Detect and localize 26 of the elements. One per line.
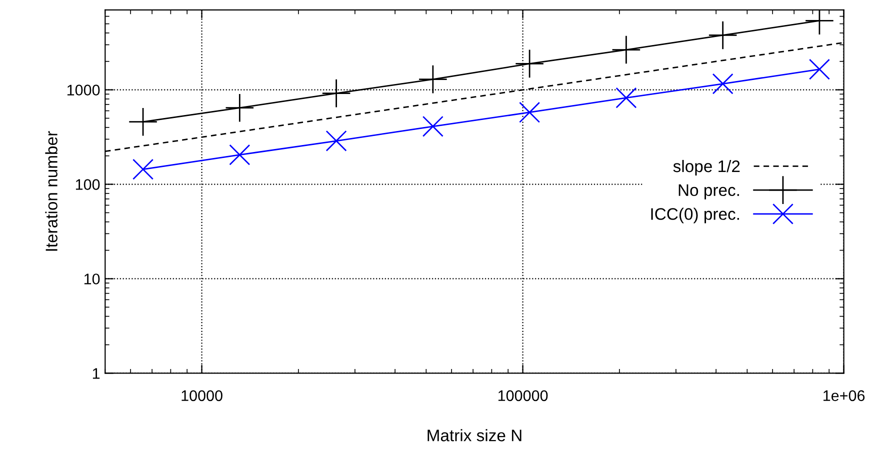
point (132, 158, 154, 180)
legend-label: ICC(0) prec. (651, 208, 739, 224)
point (519, 102, 540, 123)
point (229, 144, 250, 166)
x-tick-label: 10000 (182, 390, 222, 402)
y-tick-label: 100 (76, 179, 100, 190)
y-tick-label: 1000 (67, 84, 100, 96)
point (225, 93, 254, 122)
point (422, 116, 444, 137)
y-tick-label: 1 (92, 368, 100, 379)
y-tick-label: 10 (84, 274, 100, 284)
x-tick-label: 1e+06 (824, 390, 865, 402)
point (808, 58, 830, 80)
y-axis-title: Iteration number (45, 131, 58, 251)
point (616, 87, 637, 108)
point (322, 78, 351, 108)
legend-label: slope 1/2 (673, 160, 740, 176)
x-tick-label: 100000 (498, 390, 548, 402)
point (514, 49, 544, 78)
x-axis-title: Matrix size N (428, 429, 522, 442)
point (612, 35, 641, 64)
point (418, 64, 448, 94)
point (326, 130, 347, 152)
legend-label: No prec. (678, 184, 739, 200)
point (712, 73, 734, 94)
point (708, 20, 738, 50)
